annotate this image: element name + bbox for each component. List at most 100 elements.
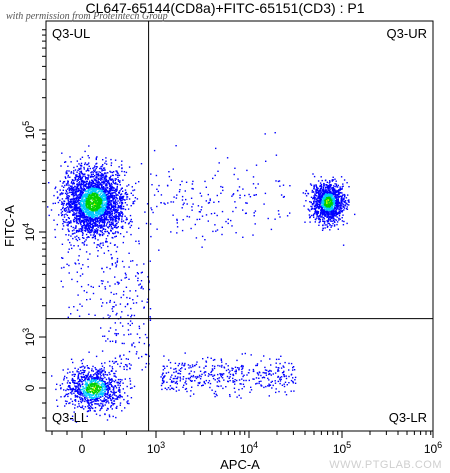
event-dot-ul — [83, 185, 85, 187]
event-dot-ul — [87, 168, 89, 171]
event-dot-ur — [322, 220, 325, 222]
event-dot-ul — [115, 217, 118, 220]
event-dot-ll — [95, 385, 98, 387]
event-dot-ul — [119, 215, 121, 217]
event-dot-ul — [108, 192, 110, 194]
event-dot-ll — [86, 392, 88, 394]
event-dot-ll — [88, 399, 90, 402]
event-dot-ul — [94, 215, 96, 217]
event-dot-ll — [83, 380, 85, 382]
event-dot-ul — [125, 171, 128, 174]
event-dot-ll — [89, 390, 92, 393]
event-dot-ll — [119, 356, 121, 358]
event-dot-ur — [329, 202, 332, 204]
event-dot-ul — [101, 230, 103, 232]
event-dot-ul — [93, 178, 95, 180]
event-dot-ul — [129, 226, 131, 229]
event-dot-ul — [89, 167, 91, 170]
event-dot-ll — [87, 380, 89, 382]
event-dot-ul — [96, 231, 99, 234]
event-dot-ll — [66, 400, 68, 403]
event-dot-lr — [204, 382, 206, 385]
event-dot-ul — [74, 236, 76, 238]
event-dot-ul — [61, 207, 64, 210]
event-dot-ul — [84, 224, 86, 227]
event-dot-ll — [89, 409, 91, 412]
event-dot-ul — [82, 219, 84, 221]
event-dot-ul — [85, 210, 87, 212]
event-dot-ul — [90, 223, 92, 226]
event-dot-ur — [334, 218, 336, 221]
event-dot-ll — [66, 393, 68, 396]
event-dot-ul — [118, 217, 120, 220]
event-dot-ul — [111, 212, 113, 215]
event-dot-ur — [331, 214, 334, 216]
event-dot-ll — [97, 377, 100, 379]
event-dot-ur — [338, 213, 341, 215]
event-dot-ul — [107, 222, 109, 224]
event-dot-ul — [111, 193, 113, 195]
event-dot-ul — [114, 211, 116, 214]
event-dot-ul — [79, 176, 81, 178]
event-dot-ul — [105, 176, 107, 178]
event-dot-ll — [88, 386, 91, 389]
event-dot-ul — [68, 205, 71, 207]
event-dot-ul — [62, 192, 64, 195]
event-dot-ul — [67, 174, 69, 177]
event-dot-ul — [80, 219, 83, 222]
event-dot-ur — [327, 212, 329, 214]
event-dot-ll — [101, 395, 104, 397]
event-dot-ul — [73, 211, 75, 214]
event-dot-ur — [339, 195, 341, 197]
event-dot-lr — [189, 395, 192, 397]
event-dot-ul — [80, 167, 82, 169]
event-dot-ul — [92, 209, 94, 211]
event-dot-ll — [79, 386, 81, 388]
event-dot-lr — [165, 372, 168, 374]
event-dot-ll — [103, 367, 105, 369]
event-dot-ul — [61, 198, 64, 200]
event-dot-ul — [80, 230, 83, 233]
event-dot-ul — [98, 199, 100, 201]
event-dot-ul — [112, 192, 115, 194]
event-dot-ul — [87, 193, 89, 195]
event-dot-ll — [104, 383, 106, 386]
event-dot-ul — [101, 201, 104, 203]
event-dot-ll — [69, 388, 71, 391]
event-dot-ur — [319, 197, 321, 199]
event-dot-ul — [91, 228, 94, 230]
event-dot-ul — [98, 233, 100, 235]
event-dot-ul — [112, 179, 114, 182]
event-dot-ll — [105, 378, 108, 381]
event-dot-ul — [89, 182, 91, 184]
event-dot-ur — [320, 187, 322, 189]
event-dot-ll — [119, 381, 122, 383]
event-dot-ul — [94, 169, 96, 171]
event-dot-ul — [79, 230, 81, 232]
event-dot-ll — [74, 407, 76, 409]
event-dot-ul — [105, 190, 107, 192]
event-dot-ur — [325, 204, 327, 206]
event-dot-ul — [113, 197, 115, 199]
event-dot-ul — [100, 230, 102, 233]
event-dot-ul — [108, 203, 110, 205]
event-dot-ul — [82, 194, 85, 196]
event-dot-ul — [64, 192, 67, 195]
event-dot-lr — [209, 382, 212, 385]
event-dot-ul — [93, 190, 96, 193]
event-dot-ll — [103, 399, 105, 401]
event-dot-ul — [108, 198, 111, 200]
event-dot-ul — [129, 214, 132, 217]
event-dot-ll — [108, 415, 111, 418]
event-dot-ll — [98, 397, 100, 399]
event-dot-ul — [95, 224, 97, 227]
event-dot-ll — [86, 386, 88, 389]
event-dot-ll — [93, 383, 95, 385]
event-dot-ul — [108, 216, 110, 219]
event-dot-ur — [333, 217, 335, 219]
event-dot-ul — [100, 220, 102, 222]
event-dot-ur — [333, 196, 335, 198]
event-dot-ul — [107, 196, 109, 198]
event-dot-ll — [90, 405, 92, 407]
event-dot-lr — [279, 378, 281, 380]
